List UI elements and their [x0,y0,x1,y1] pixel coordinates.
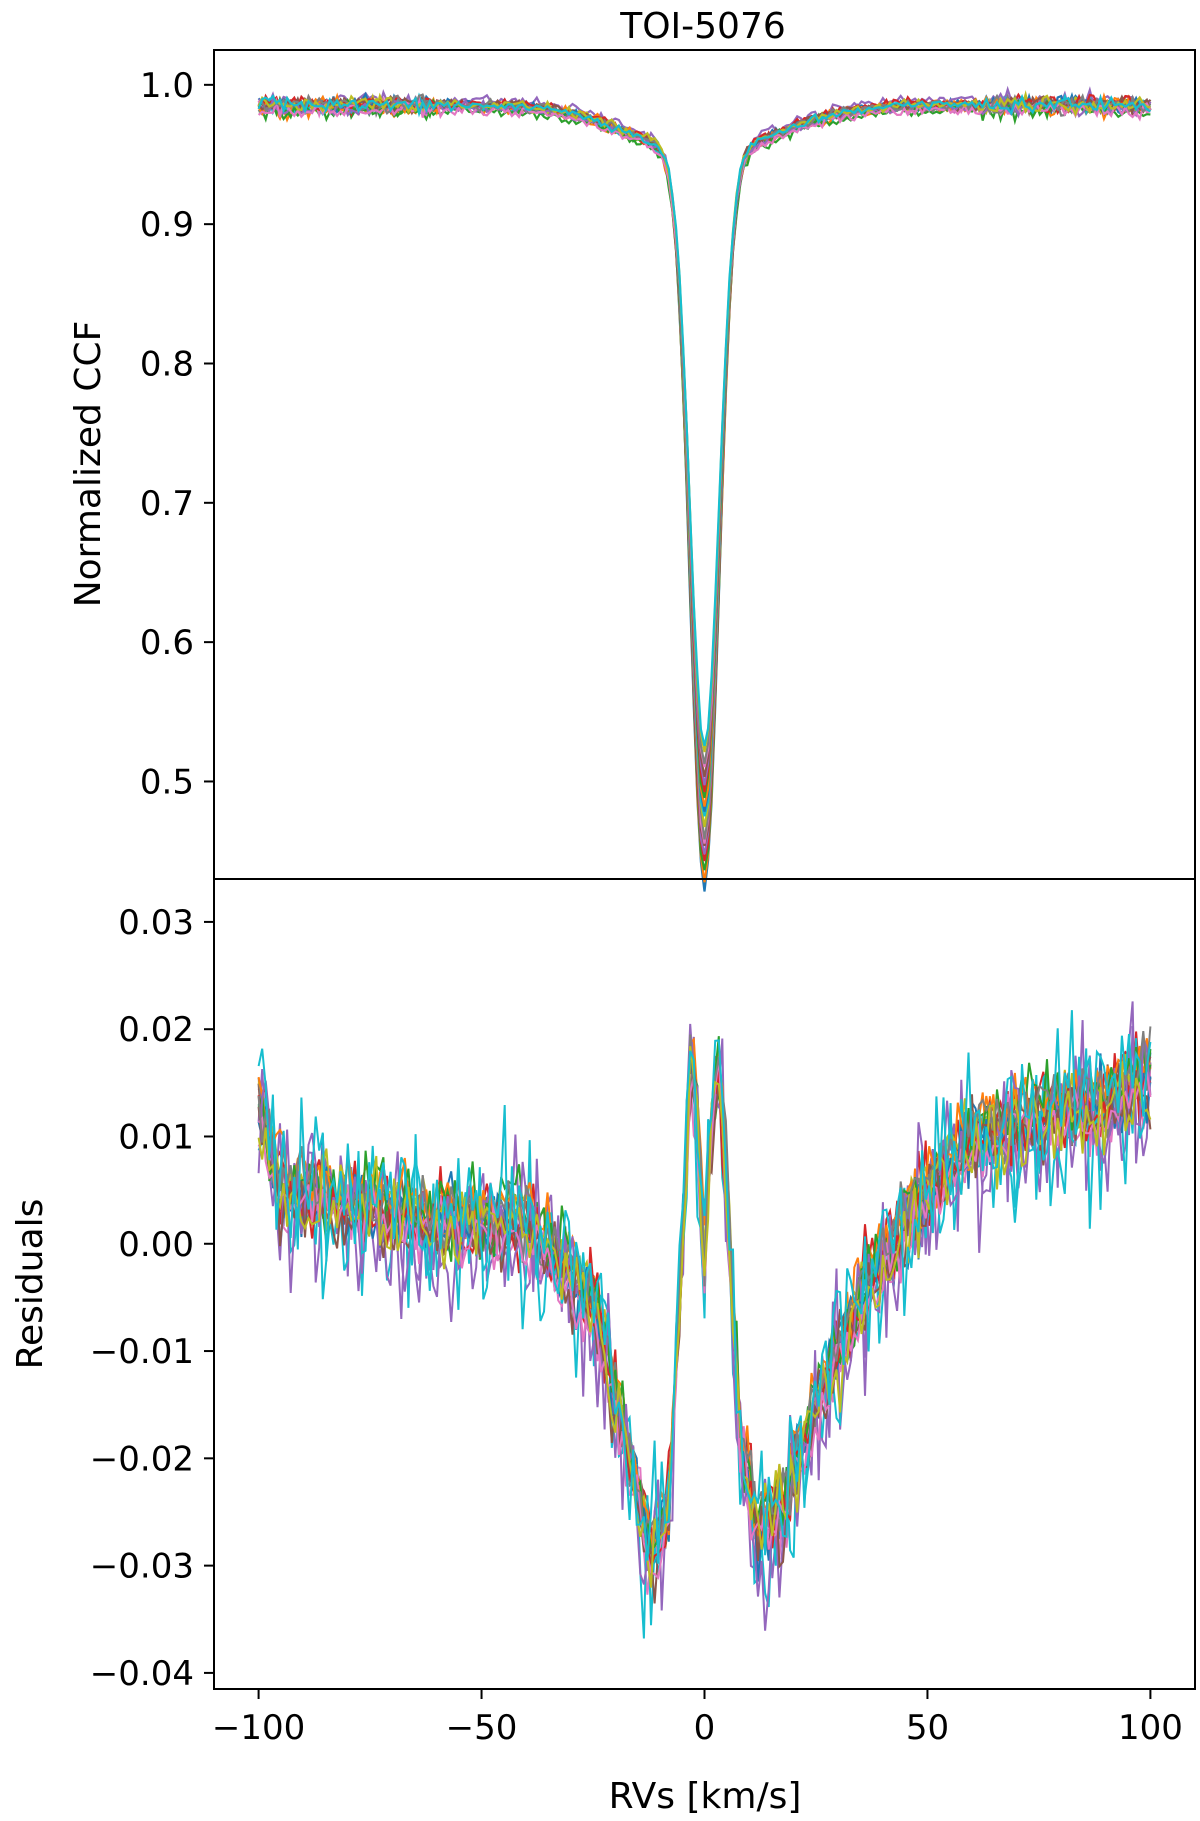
bottom-y-tick-label: 0.03 [118,903,194,943]
top-panel: 0.5 0.6 0.7 0.8 0.9 1.0 Normalized CCF [68,49,1196,892]
bottom-series-line [257,1010,1152,1564]
x-tick-label: −50 [446,1708,518,1748]
chart-title: TOI-5076 [619,6,786,47]
top-y-tick-label: 0.6 [140,623,194,663]
top-series-group [257,85,1152,892]
top-y-tick-label: 0.7 [140,484,194,524]
top-series-line [257,93,1151,747]
top-series-line [257,94,1152,768]
bottom-x-ticks: −100 −50 0 50 100 [212,1689,1183,1748]
top-y-ticks: 0.5 0.6 0.7 0.8 0.9 1.0 [140,66,214,802]
top-series-line [257,94,1152,840]
top-series-line [258,85,1151,855]
top-series-line [257,95,1151,799]
top-series-line [257,94,1152,778]
bottom-y-tick-label: 0.00 [118,1225,194,1265]
top-series-line [257,90,1152,828]
x-tick-label: 100 [1118,1708,1183,1748]
bottom-y-tick-label: −0.04 [90,1654,194,1694]
bottom-panel: −0.04 −0.03 −0.02 −0.01 0.00 0.01 0.02 0.03 −10… [10,878,1196,1817]
top-y-tick-label: 0.9 [140,205,194,245]
x-tick-label: 0 [694,1708,716,1748]
top-y-tick-label: 0.8 [140,344,194,384]
x-tick-label: 50 [906,1708,949,1748]
bottom-series-line [257,1063,1152,1604]
top-series-line [258,92,1152,817]
top-series-line [257,94,1152,786]
top-series-line [257,94,1151,753]
bottom-y-tick-label: 0.02 [118,1010,194,1050]
bottom-y-tick-label: 0.01 [118,1117,194,1157]
top-series-line [257,91,1152,812]
top-series-line [258,96,1151,871]
bottom-y-tick-label: −0.01 [90,1332,194,1372]
x-axis-label: RVs [km/s] [609,1776,802,1817]
top-series-line [257,92,1151,793]
x-tick-label: −100 [212,1708,305,1748]
bottom-y-tick-label: −0.02 [90,1439,194,1479]
bottom-y-axis-label: Residuals [10,1199,51,1370]
top-series-line [257,93,1152,847]
top-y-tick-label: 0.5 [140,762,194,802]
top-y-axis-label: Normalized CCF [68,321,109,608]
bottom-series-group [257,1001,1152,1639]
bottom-series-line [257,1038,1152,1639]
top-series-line [257,92,1151,807]
bottom-y-tick-label: −0.03 [90,1547,194,1587]
top-series-line [257,96,1151,844]
top-y-tick-label: 1.0 [140,66,194,106]
top-axes-frame [213,49,1196,880]
top-series-line [258,93,1152,765]
bottom-y-ticks: −0.04 −0.03 −0.02 −0.01 0.00 0.01 0.02 0.03 [90,903,214,1694]
